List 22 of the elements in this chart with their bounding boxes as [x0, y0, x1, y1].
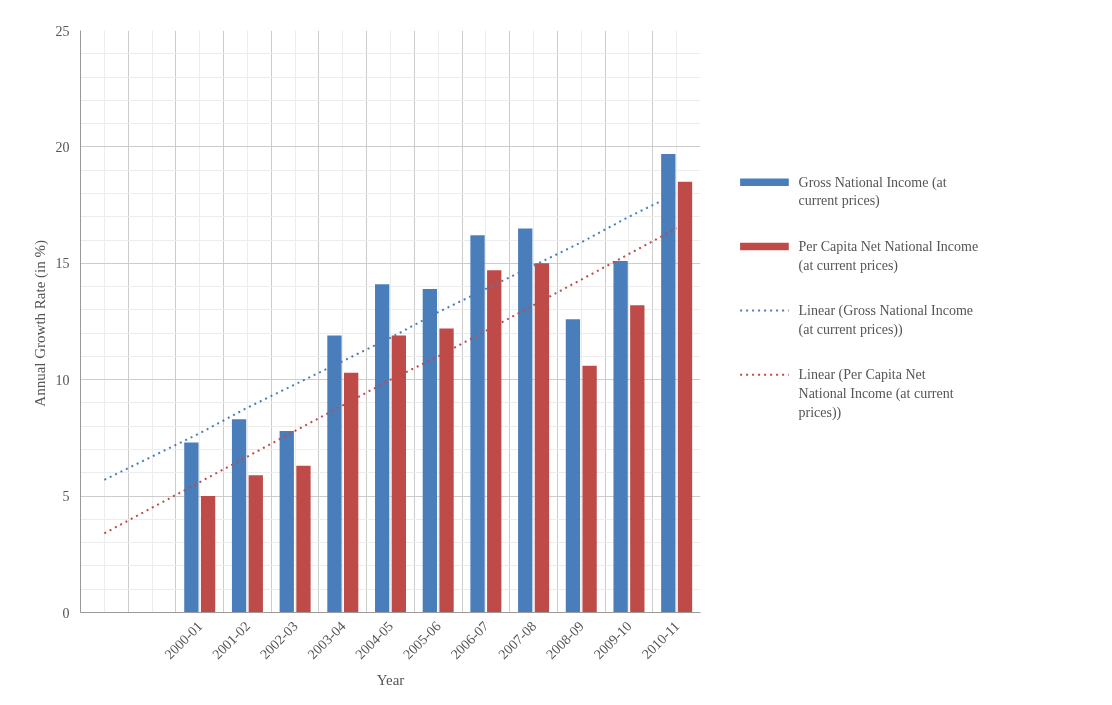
- bar: [279, 430, 294, 613]
- bar: [248, 475, 263, 613]
- legend-label: Linear (Gross National Income (at current prices)): [798, 302, 974, 338]
- bar: [582, 365, 597, 613]
- bar: [231, 419, 247, 613]
- y-tick-label: 10: [55, 372, 70, 388]
- legend-label: Linear (Per Capita Net National Income (at current prices)): [798, 367, 954, 421]
- bar: [296, 465, 311, 613]
- bar: [565, 319, 581, 613]
- y-tick-label: 5: [62, 489, 70, 505]
- bar: [184, 442, 199, 613]
- y-tick-label: 0: [62, 605, 70, 621]
- legend-label: Per Capita Net National Income (at current prices): [798, 238, 979, 274]
- y-tick-label: 20: [55, 139, 70, 155]
- bar: [630, 305, 645, 613]
- bar: [200, 496, 216, 613]
- bar: [613, 260, 628, 613]
- y-tick-label: 25: [55, 23, 70, 39]
- legend-label: Gross National Income (at current prices): [798, 174, 947, 210]
- y-axis-title: Annual Growth Rate (in %): [31, 240, 49, 407]
- x-axis-title: Year: [376, 671, 405, 688]
- y-tick-label: 15: [55, 256, 70, 272]
